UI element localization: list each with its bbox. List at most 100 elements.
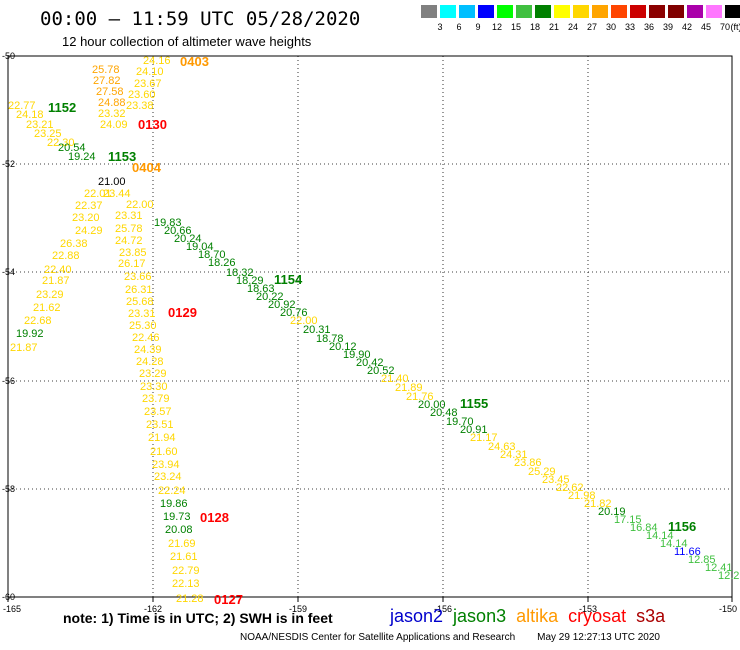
swh-value: 24.29 <box>75 225 103 237</box>
swh-value: 21.76 <box>406 391 434 403</box>
swh-value: 23.21 <box>26 119 54 131</box>
swh-value: 21.61 <box>170 551 198 563</box>
colorbar-swatch <box>592 5 608 18</box>
swh-value: 26.38 <box>60 238 88 250</box>
swh-value: 25.30 <box>129 320 157 332</box>
swh-value: 20.24 <box>174 233 202 245</box>
swh-value: 22.01 <box>84 188 112 200</box>
colorbar-swatch <box>573 5 589 18</box>
swh-value: 20.08 <box>165 524 193 536</box>
colorbar-label: 30 <box>605 22 617 32</box>
colorbar-label: 39 <box>662 22 674 32</box>
colorbar-label: 33 <box>624 22 636 32</box>
map-subtitle: 12 hour collection of altimeter wave hei… <box>62 34 312 49</box>
wave-height-observations: 24.1624.1023.6723.6023.3825.7827.8227.58… <box>8 55 739 605</box>
lon-tick-label: -156 <box>434 604 452 614</box>
colorbar-swatch <box>649 5 665 18</box>
swh-value: 22.37 <box>75 200 103 212</box>
colorbar-label: 12 <box>491 22 503 32</box>
map-frame <box>7 55 733 598</box>
swh-value: 23.38 <box>126 100 154 112</box>
pass-id-label: 1153 <box>108 149 136 164</box>
swh-value: 23.30 <box>140 381 168 393</box>
swh-value: 20.52 <box>367 365 395 377</box>
colorbar-swatch <box>687 5 703 18</box>
swh-value: 22.46 <box>132 332 160 344</box>
swh-value: 20.92 <box>268 299 296 311</box>
swh-value: 24.10 <box>136 66 164 78</box>
swh-value: 24.63 <box>488 441 516 453</box>
swh-value: 17.15 <box>614 514 642 526</box>
colorbar-swatch <box>630 5 646 18</box>
swh-value: 23.79 <box>142 393 170 405</box>
swh-value: 14.14 <box>646 530 674 542</box>
colorbar-label: 42 <box>681 22 693 32</box>
lat-tick-label: -56 <box>2 376 15 386</box>
lat-tick-label: -58 <box>2 484 15 494</box>
swh-value: 19.90 <box>343 349 371 361</box>
colorbar-label: 9 <box>475 22 481 32</box>
swh-value: 23.32 <box>98 108 126 120</box>
swh-value: 23.66 <box>124 271 152 283</box>
swh-value: 25.68 <box>126 296 154 308</box>
colorbar-swatch <box>440 5 456 18</box>
swh-value: 23.25 <box>34 128 62 140</box>
lon-tick-label: -150 <box>719 604 737 614</box>
swh-value: 23.31 <box>115 210 143 222</box>
lon-tick-label: -153 <box>579 604 597 614</box>
colorbar-label: 70 <box>719 22 731 32</box>
swh-value: 21.87 <box>42 275 70 287</box>
legend-cryosat: cryosat <box>568 606 627 626</box>
swh-value: 21.28 <box>176 593 204 605</box>
swh-value: 21.82 <box>584 498 612 510</box>
colorbar-label: (ft) <box>730 22 740 32</box>
lon-tick-label: -162 <box>144 604 162 614</box>
colorbar-swatch <box>668 5 684 18</box>
colorbar-swatch <box>611 5 627 18</box>
swh-value: 23.67 <box>134 78 162 90</box>
swh-value: 24.88 <box>98 97 126 109</box>
colorbar-label: 36 <box>643 22 655 32</box>
swh-value: 22.13 <box>172 578 200 590</box>
swh-value: 23.44 <box>103 188 131 200</box>
swh-value: 20.22 <box>256 291 284 303</box>
colorbar-label: 24 <box>567 22 579 32</box>
axis-tick-labels: -165 -162 -159 -156 -153 -150 -50 -52 -54 -56 -58 -… <box>2 51 737 614</box>
map-gridlines <box>8 56 732 597</box>
swh-value: 14.14 <box>660 538 688 550</box>
swh-value: 24.28 <box>136 356 164 368</box>
swh-value: 23.60 <box>128 89 156 101</box>
swh-value: 21.00 <box>98 176 126 188</box>
swh-value: 20.76 <box>280 307 308 319</box>
swh-value: 21.62 <box>33 302 61 314</box>
pass-id-label: 1152 <box>48 100 76 115</box>
swh-value: 24.09 <box>100 119 128 131</box>
swh-value: 12.85 <box>688 554 716 566</box>
swh-value: 19.70 <box>446 416 474 428</box>
lat-tick-label: -50 <box>2 51 15 61</box>
swh-value: 23.31 <box>128 308 156 320</box>
swh-value: 25.78 <box>92 64 120 76</box>
swh-value: 18.70 <box>198 249 226 261</box>
swh-value: 23.94 <box>152 459 180 471</box>
swh-value: 27.82 <box>93 75 121 87</box>
swh-value: 27.58 <box>96 86 124 98</box>
swh-value: 23.45 <box>542 474 570 486</box>
lon-tick-label: -165 <box>3 604 21 614</box>
swh-value: 20.54 <box>58 142 86 154</box>
pass-id-label: 0404 <box>132 160 162 175</box>
credit-text: NOAA/NESDIS Center for Satellite Applica… <box>240 632 516 643</box>
swh-value: 21.87 <box>10 342 38 354</box>
colorbar-swatch <box>497 5 513 18</box>
footer-credit: NOAA/NESDIS Center for Satellite Applica… <box>240 632 660 643</box>
swh-value: 23.20 <box>72 212 100 224</box>
colorbar-swatch <box>478 5 494 18</box>
swh-value: 12.41 <box>705 562 733 574</box>
map-title: 00:00 – 11:59 UTC 05/28/2020 <box>40 8 361 30</box>
swh-value: 23.29 <box>36 289 64 301</box>
swh-value: 20.48 <box>430 407 458 419</box>
swh-value: 20.12 <box>329 341 357 353</box>
swh-value: 22.30 <box>47 137 75 149</box>
swh-value: 24.72 <box>115 235 143 247</box>
